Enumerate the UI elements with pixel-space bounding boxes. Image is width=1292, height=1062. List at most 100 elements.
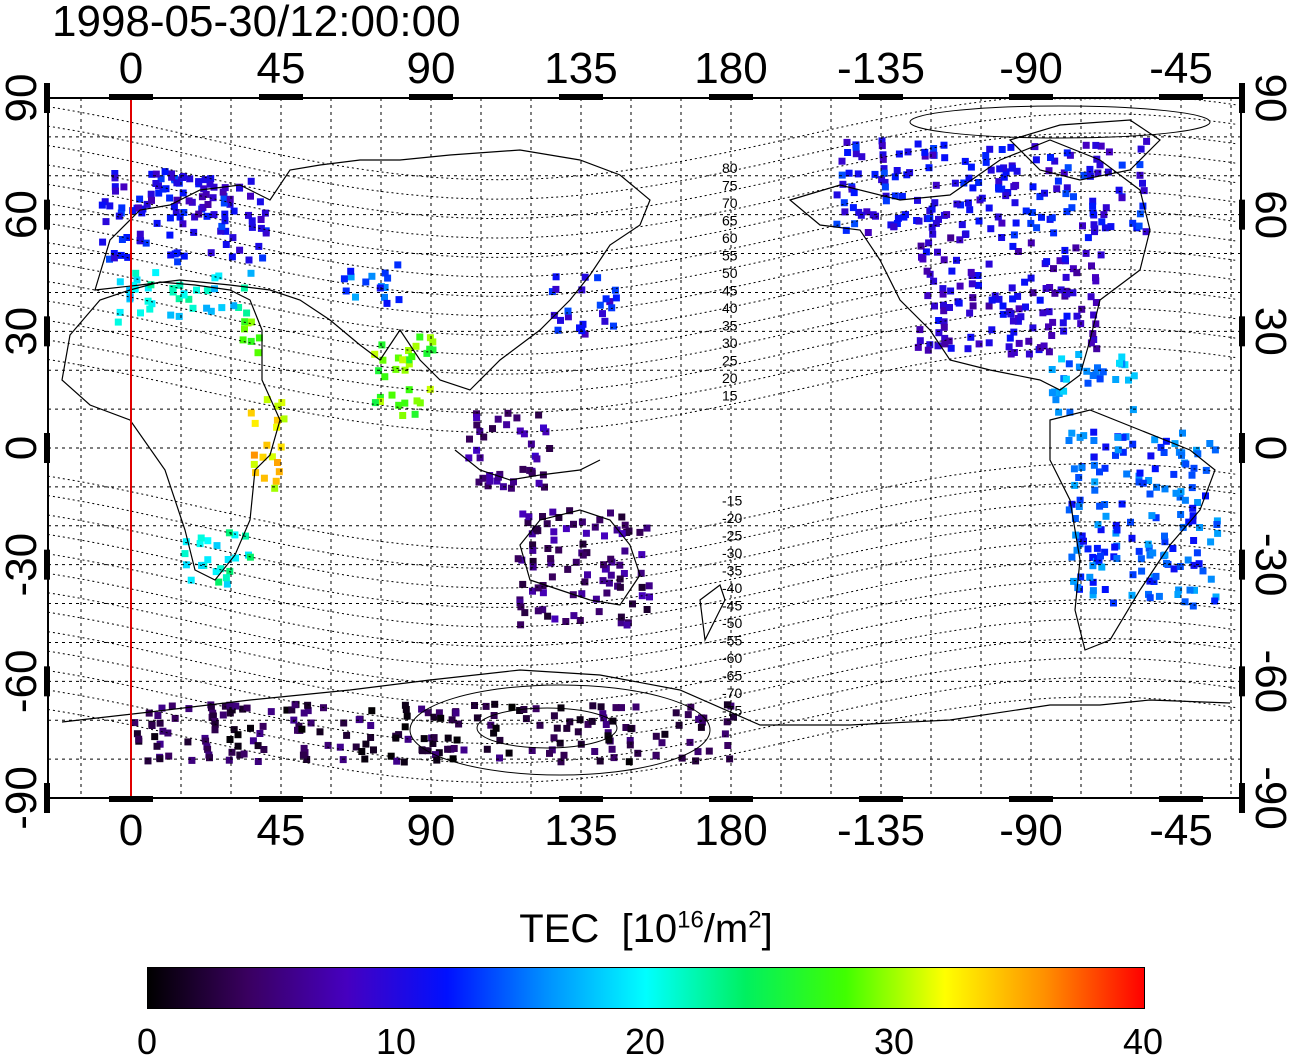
tec-cell xyxy=(1014,292,1022,300)
tec-cell xyxy=(922,248,930,256)
tec-cell xyxy=(643,606,651,613)
tec-cell xyxy=(1101,548,1109,556)
tec-cell xyxy=(1097,142,1105,150)
right-tick-mark xyxy=(1239,83,1245,113)
tec-cell xyxy=(1177,511,1185,518)
tec-cell xyxy=(1185,518,1193,526)
tec-cell xyxy=(460,746,468,754)
tec-cell xyxy=(1090,221,1098,229)
bottom-tick-mark xyxy=(859,796,903,802)
tec-cell xyxy=(1090,311,1098,319)
tec-cell xyxy=(579,540,587,548)
tec-cell xyxy=(1027,219,1035,227)
tec-cell xyxy=(1025,337,1033,345)
tec-cell xyxy=(1006,334,1014,342)
tec-cell xyxy=(1014,248,1022,255)
tec-cell xyxy=(852,143,860,151)
tec-cell xyxy=(578,518,586,526)
tec-cell xyxy=(517,621,525,629)
tec-cell xyxy=(1151,465,1159,473)
tec-cell xyxy=(180,252,188,260)
tec-cell xyxy=(975,217,983,225)
tec-cell xyxy=(1029,289,1037,297)
tec-cell xyxy=(278,399,286,407)
tec-cell xyxy=(1017,313,1025,321)
magnetic-latitude-label: -75 xyxy=(722,703,742,719)
tec-cell xyxy=(370,746,377,754)
tec-cell xyxy=(401,399,409,407)
magnetic-latitude-label: 55 xyxy=(722,248,738,264)
tec-cell xyxy=(394,261,402,269)
tec-cell xyxy=(557,316,564,324)
colorbar-tick-label: 40 xyxy=(1122,1021,1164,1062)
tec-cell xyxy=(1068,500,1076,508)
tec-cell xyxy=(541,483,548,491)
tec-cell xyxy=(257,216,265,223)
tec-cell xyxy=(226,701,234,709)
right-latitude-label: 90 xyxy=(1246,74,1292,123)
tec-cell xyxy=(845,169,853,177)
tec-cell xyxy=(529,557,537,565)
tec-cell xyxy=(550,712,558,720)
tec-cell xyxy=(190,228,198,236)
tec-cell xyxy=(1009,317,1017,325)
tec-cell xyxy=(167,251,175,259)
tec-cell xyxy=(491,700,499,708)
tec-cell xyxy=(1105,148,1113,156)
tec-cell xyxy=(534,607,542,615)
tec-cell xyxy=(254,758,262,765)
magnetic-latitude-label: -40 xyxy=(722,580,742,596)
tec-cell xyxy=(352,743,360,751)
right-tick-mark xyxy=(1239,433,1245,463)
bottom-longitude-label: 45 xyxy=(257,806,306,855)
tec-cell xyxy=(850,189,858,197)
tec-cell xyxy=(581,273,589,281)
tec-cell xyxy=(895,150,903,158)
tec-cell xyxy=(1080,537,1087,545)
tec-region xyxy=(1048,351,1138,416)
tec-cell xyxy=(99,238,107,246)
tec-cell xyxy=(138,209,146,217)
tec-cell xyxy=(383,299,391,307)
tec-cell xyxy=(602,295,610,303)
tec-cell xyxy=(392,365,400,373)
tec-cell xyxy=(626,741,634,749)
tec-cell xyxy=(1063,290,1071,298)
tec-cell xyxy=(110,250,118,257)
tec-cell xyxy=(298,725,306,733)
tec-cell xyxy=(621,547,629,555)
tec-cell xyxy=(935,215,942,223)
tec-cell xyxy=(1111,543,1119,551)
tec-cell xyxy=(1194,450,1202,458)
tec-cell xyxy=(111,174,119,182)
tec-cell xyxy=(1146,594,1154,602)
tec-cell xyxy=(686,738,694,746)
tec-cell xyxy=(1059,319,1067,327)
tec-cell xyxy=(611,286,619,294)
tec-cell xyxy=(210,183,218,191)
tec-cell xyxy=(135,735,143,743)
tec-cell xyxy=(247,409,255,417)
tec-cell xyxy=(1010,231,1018,239)
tec-cell xyxy=(1089,202,1097,210)
tec-cell xyxy=(340,719,348,727)
tec-cell xyxy=(625,527,633,535)
tec-cell xyxy=(259,254,267,262)
tec-cell xyxy=(294,726,301,734)
tec-cell xyxy=(620,570,628,577)
tec-cell xyxy=(343,731,351,739)
tec-cell xyxy=(211,726,219,734)
tec-cell xyxy=(1211,446,1219,454)
tec-cell xyxy=(455,720,463,728)
tec-cell xyxy=(1083,367,1091,375)
magnetic-latitude-label: -60 xyxy=(722,650,742,666)
tec-cell xyxy=(1091,228,1098,236)
tec-cell xyxy=(838,171,846,179)
tec-cell xyxy=(116,278,124,286)
tec-cell xyxy=(1045,323,1052,331)
tec-cell xyxy=(1092,277,1100,285)
tec-cell xyxy=(539,589,547,597)
tec-cell xyxy=(1092,320,1100,328)
tec-cell xyxy=(466,435,473,443)
tec-cell xyxy=(257,224,265,232)
